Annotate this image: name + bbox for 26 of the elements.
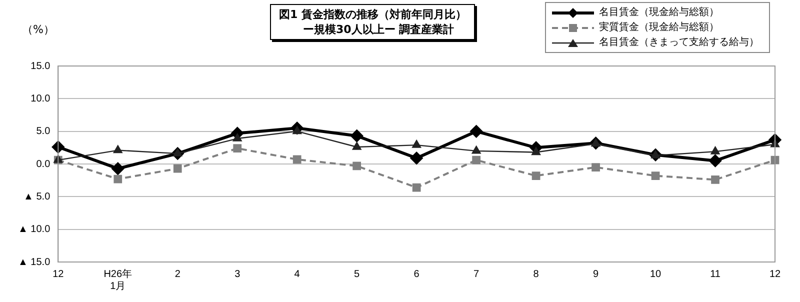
x-tick-label: 11 [710,268,721,280]
x-tick-label: 6 [414,268,420,280]
legend-label: 名目賃金（現金給与総額） [599,6,719,20]
x-tick-label: 9 [593,268,600,280]
y-tick-label: ▲ 5.0 [24,191,51,202]
y-tick-label: ▲ 10.0 [18,224,51,236]
chart-subtitle: ー規模30人以上ー 調査産業計 [302,22,456,37]
legend-label: 実質賃金（現金給与総額） [599,20,719,35]
y-tick-label: ▲ 15.0 [18,256,51,268]
x-tick-label: 8 [533,268,540,280]
chart-title: 図1 賃金指数の推移（対前年同月比） [279,7,466,22]
x-tick-label: 2 [174,268,181,280]
x-tick-label: 5 [354,268,360,280]
y-tick-label: 15.0 [30,60,51,72]
legend-label: 名目賃金（きまって支給する給与） [599,36,759,50]
x-tick-label: 3 [234,268,241,280]
y-axis-title: （%） [22,22,54,37]
y-tick-label: 0.0 [36,158,51,170]
x-tick-label: 4 [294,268,300,280]
x-tick-label: 7 [474,268,480,280]
x-tick-label: 12 [769,268,781,280]
x-tick-label: 10 [650,268,662,280]
y-tick-label: 5.0 [36,126,51,138]
x-tick-label: H26年 1月 [104,268,132,292]
x-tick-label: 12 [52,268,64,280]
y-tick-label: 10.0 [30,93,51,104]
